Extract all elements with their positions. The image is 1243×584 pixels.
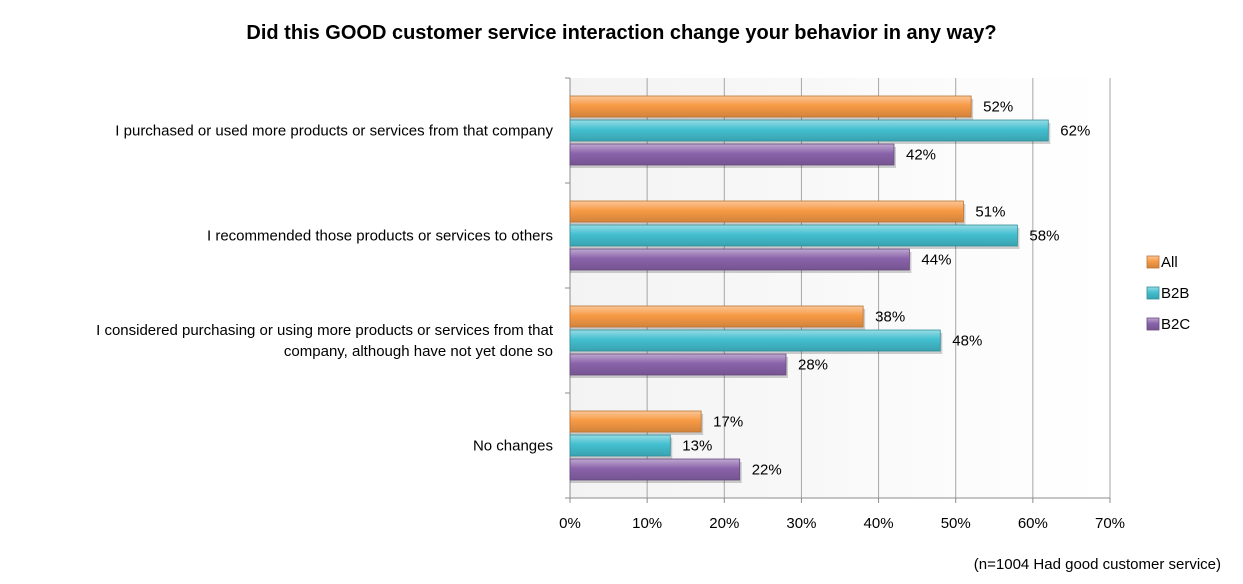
x-tick-label: 10%	[632, 515, 662, 532]
data-label: 28%	[798, 357, 828, 374]
legend-swatch-all	[1146, 255, 1160, 269]
legend: All B2B B2C	[1146, 254, 1190, 333]
data-labels: 52% 62% 42% 51% 58% 44% 38% 48% 28% 17%13% 22%	[682, 99, 1090, 479]
legend-swatch-b2b	[1146, 286, 1160, 300]
bar-b2b	[569, 224, 1018, 247]
data-label: 38%	[875, 309, 905, 326]
x-tick-label: 0%	[559, 515, 581, 532]
bar-all	[569, 410, 702, 433]
data-label: 48%	[952, 333, 982, 350]
category-label: I purchased or used more products or ser…	[115, 123, 553, 140]
category-label: I recommended those products or services…	[207, 228, 553, 245]
legend-label: B2C	[1161, 316, 1190, 333]
legend-label: B2B	[1161, 285, 1189, 302]
x-tick-label: 20%	[709, 515, 739, 532]
bar-b2b	[569, 434, 671, 457]
data-label: 17%	[713, 414, 743, 431]
chart-title: Did this GOOD customer service interacti…	[246, 22, 997, 44]
x-tick-label: 50%	[941, 515, 971, 532]
data-label: 22%	[752, 462, 782, 479]
bar-b2c	[569, 248, 910, 271]
bar-all	[569, 95, 972, 118]
legend-swatch-b2c	[1146, 317, 1160, 331]
category-labels: I purchased or used more products or ser…	[96, 123, 554, 455]
x-tick-label: 30%	[786, 515, 816, 532]
legend-label: All	[1161, 254, 1178, 271]
category-label: company, although have not yet done so	[284, 343, 553, 360]
x-tick-label: 40%	[864, 515, 894, 532]
bar-b2b	[569, 329, 941, 352]
bar-all	[569, 305, 864, 328]
data-label: 62%	[1060, 123, 1090, 140]
data-label: 52%	[983, 99, 1013, 116]
x-tick-label: 60%	[1018, 515, 1048, 532]
bar-b2b	[569, 119, 1049, 142]
bars	[569, 95, 1051, 483]
bar-all	[569, 200, 964, 223]
bar-b2c	[569, 458, 741, 481]
data-label: 13%	[682, 438, 712, 455]
data-label: 51%	[975, 204, 1005, 221]
category-label: No changes	[473, 438, 553, 455]
data-label: 58%	[1029, 228, 1059, 245]
footnote: (n=1004 Had good customer service)	[973, 556, 1221, 573]
category-label: I considered purchasing or using more pr…	[96, 322, 554, 339]
data-label: 44%	[921, 252, 951, 269]
data-label: 42%	[906, 147, 936, 164]
bar-b2c	[569, 143, 895, 166]
x-tick-label: 70%	[1095, 515, 1125, 532]
bar-b2c	[569, 353, 787, 376]
x-tick-labels: 0% 10% 20% 30% 40% 50% 60% 70%	[559, 515, 1125, 532]
